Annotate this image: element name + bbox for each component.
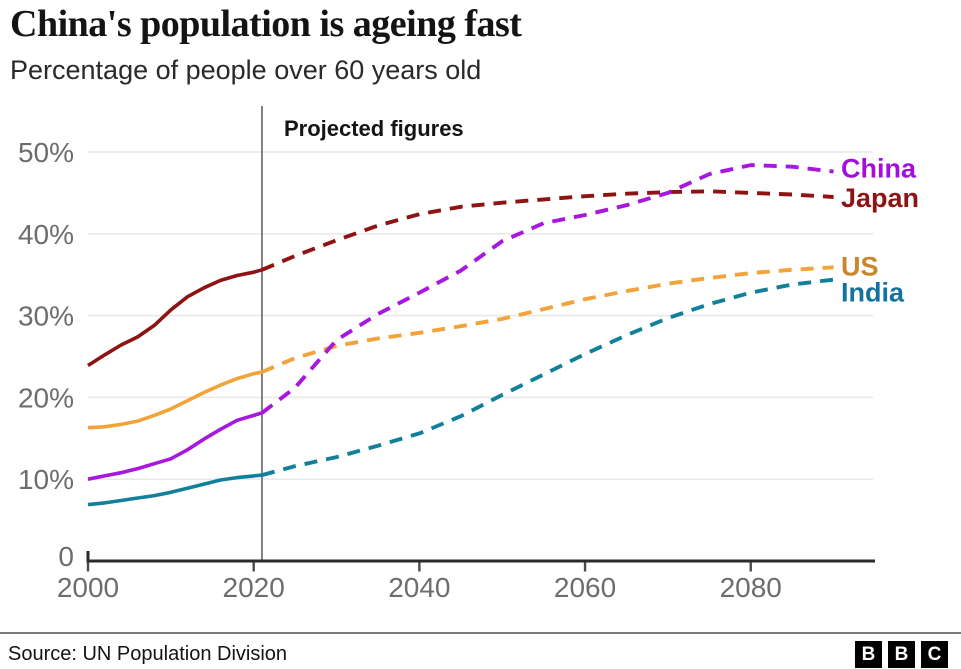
source-credit: Source: UN Population Division <box>8 643 288 665</box>
y-tick-label: 30% <box>18 301 74 332</box>
china-line-projected <box>260 163 834 415</box>
y-tick-label: 50% <box>18 137 74 168</box>
y-tick-label: 40% <box>18 219 74 250</box>
japan-line-projected <box>261 189 834 272</box>
y-tick-label: 20% <box>18 382 74 413</box>
japan-series-label: Japan <box>841 183 919 213</box>
us-line-historic <box>87 370 263 430</box>
india-line-projected <box>261 277 834 477</box>
footer: Source: UN Population Division B B C <box>0 632 961 669</box>
us-line-projected <box>261 265 834 374</box>
bbc-logo: B B C <box>855 641 948 668</box>
china-line-historic <box>87 411 263 481</box>
line-chart: 0 10% 20% 30% 40% 50% Projected figures ChinaJa… <box>18 106 919 603</box>
japan-line-historic <box>87 268 263 368</box>
china-series-label: China <box>841 154 917 184</box>
y-tick-label: 10% <box>18 464 74 495</box>
bbc-logo-block: B <box>888 641 915 668</box>
india-series-label: India <box>841 278 905 308</box>
chart-title: China's population is ageing fast <box>10 3 522 45</box>
bbc-logo-block: B <box>855 641 882 668</box>
y-tick-label: 0 <box>58 541 74 572</box>
x-tick-label: 2080 <box>720 572 782 603</box>
x-tick-label: 2000 <box>57 572 119 603</box>
x-tick-label: 2040 <box>388 572 450 603</box>
bbc-logo-block: C <box>921 641 948 668</box>
projection-annotation: Projected figures <box>284 116 464 141</box>
x-tick-label: 2060 <box>554 572 616 603</box>
x-axis-line <box>86 551 875 563</box>
india-line-historic <box>87 473 263 507</box>
us-series-label: US <box>841 251 879 281</box>
chart-subtitle: Percentage of people over 60 years old <box>10 55 482 85</box>
x-tick-label: 2020 <box>223 572 285 603</box>
